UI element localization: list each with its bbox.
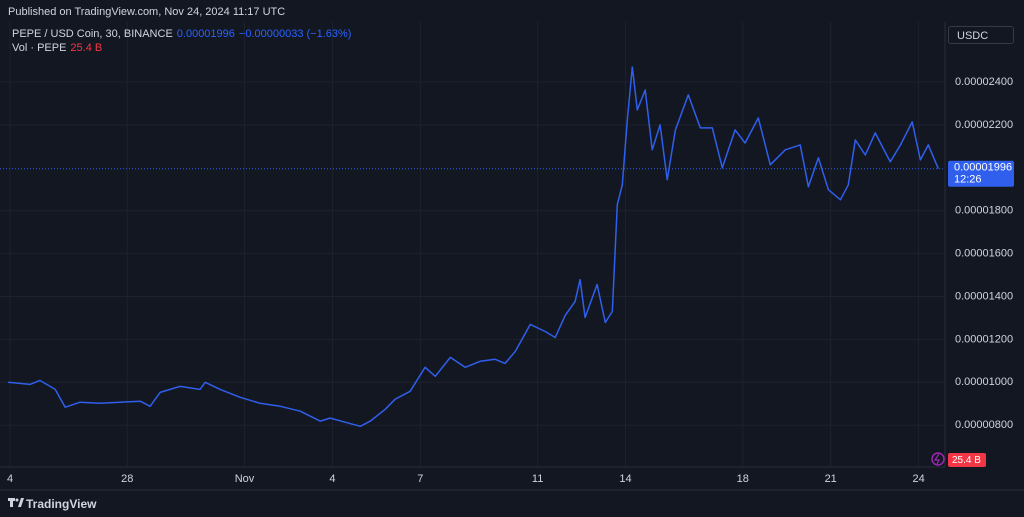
published-header: Published on TradingView.com, Nov 24, 20… <box>8 6 286 18</box>
volume-label: 25.4 B <box>952 455 981 466</box>
symbol: PEPE / USD Coin, 30, BINANCE <box>12 28 173 40</box>
y-tick-label: 0.00002200 <box>955 119 1013 131</box>
x-tick-label: 18 <box>737 473 749 485</box>
alert-bolt <box>933 453 940 465</box>
volume-name: Vol · PEPE <box>12 42 67 54</box>
y-tick-label: 0.00001200 <box>955 333 1013 345</box>
y-tick-label: 0.00001800 <box>955 205 1013 217</box>
currency-button[interactable]: USDC <box>948 26 1014 44</box>
x-tick-label: 24 <box>912 473 924 485</box>
symbol-legend: PEPE / USD Coin, 30, BINANCE 0.00001996 −0… <box>12 28 355 40</box>
last-price: 0.00001996 <box>176 28 235 40</box>
y-tick-label: 0.00001600 <box>955 248 1013 260</box>
price-line <box>7 66 939 428</box>
x-tick-label: 21 <box>825 473 837 485</box>
x-tick-label: 4 <box>329 473 335 485</box>
last-price-label: 0.00001996 <box>954 162 1012 174</box>
y-tick-label: 0.00002400 <box>955 76 1013 88</box>
last-price-box <box>948 160 1014 187</box>
volume-legend: Vol · PEPE 25.4 B <box>12 42 106 54</box>
x-tick-label: Nov <box>235 473 255 485</box>
volume-value: 25.4 B <box>70 42 103 54</box>
countdown-label: 12:26 <box>954 174 982 186</box>
x-tick-label: 28 <box>121 473 133 485</box>
y-tick-label: 0.00001400 <box>955 290 1013 302</box>
x-tick-label: 11 <box>532 473 543 485</box>
tv-logo <box>8 498 24 507</box>
alert-icon[interactable] <box>931 452 945 466</box>
x-tick-label: 14 <box>619 473 631 485</box>
x-tick-label: 4 <box>7 473 13 485</box>
volume-label-box <box>948 453 986 467</box>
change: −0.00000033 (−1.63%) <box>238 28 352 40</box>
brand: TradingView <box>26 497 97 511</box>
y-tick-label: 0.00001000 <box>955 376 1013 388</box>
x-tick-label: 7 <box>417 473 423 485</box>
y-tick-label: 0.00000800 <box>955 419 1013 431</box>
